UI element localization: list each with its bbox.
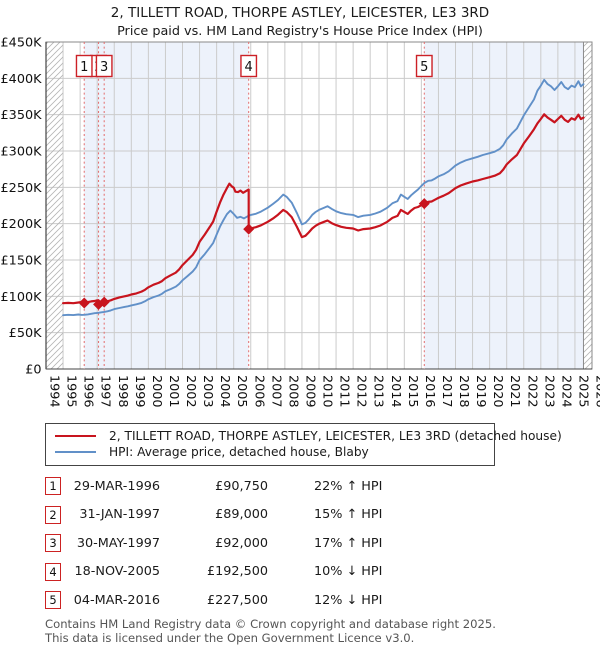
hpi-line [62,78,585,317]
svg-text:2002: 2002 [183,375,198,408]
svg-text:£400K: £400K [1,72,43,87]
svg-text:2022: 2022 [524,375,539,408]
transactions-table: 1 29-MAR-1996 £90,750 22% ↑ HPI 2 31-JAN-1997… [45,477,585,620]
svg-text:2021: 2021 [507,375,522,408]
svg-text:5: 5 [420,60,428,75]
transaction-number-badge: 1 [45,477,61,495]
legend-label-property: 2, TILLETT ROAD, THORPE ASTLEY, LEICESTE… [109,429,562,443]
svg-text:£300K: £300K [1,145,43,160]
svg-text:1997: 1997 [98,375,113,408]
svg-text:2024: 2024 [558,375,573,408]
property-price-line [61,113,585,306]
svg-text:2025: 2025 [575,375,590,408]
svg-text:£0: £0 [25,363,41,378]
legend-item-hpi: HPI: Average price, detached house, Blab… [55,444,494,460]
svg-text:2009: 2009 [302,375,317,408]
svg-text:£350K: £350K [1,108,43,123]
chart-legend: 2, TILLETT ROAD, THORPE ASTLEY, LEICESTE… [45,423,562,466]
svg-text:2006: 2006 [251,375,266,408]
transaction-number-badge: 2 [45,505,61,524]
svg-text:2004: 2004 [217,375,232,408]
legend-label-hpi: HPI: Average price, detached house, Blab… [109,445,369,459]
sale-point-markers [78,198,430,310]
transaction-row: 5 04-MAR-2016 £227,500 12% ↓ HPI [45,591,585,609]
footer-line-1: Contains HM Land Registry data © Crown c… [45,617,496,631]
hpi-line-swatch [55,451,96,453]
svg-text:2016: 2016 [422,375,437,408]
svg-text:1998: 1998 [115,375,130,408]
svg-text:£100K: £100K [1,290,43,305]
transaction-hpi-difference: 15% ↑ HPI [314,507,383,522]
transaction-date: 18-NOV-2005 [74,564,160,579]
license-footer: Contains HM Land Registry data © Crown c… [45,617,496,645]
svg-text:2026: 2026 [593,375,600,408]
svg-text:2008: 2008 [285,375,300,408]
transaction-price: £92,000 [215,535,268,551]
y-axis-labels: £0 £50K £100K £150K £200K £250K £300K £350K £400… [1,36,43,378]
ownership-bands [84,42,584,369]
svg-text:£50K: £50K [9,326,42,341]
transaction-price: £90,750 [215,478,268,494]
svg-text:2013: 2013 [371,375,386,408]
svg-text:2012: 2012 [354,375,369,408]
transaction-hpi-difference: 12% ↓ HPI [314,592,383,608]
svg-text:2000: 2000 [149,375,164,408]
svg-text:2023: 2023 [541,375,556,408]
svg-text:£250K: £250K [1,181,43,196]
transaction-price: £89,000 [215,507,268,522]
x-axis-labels: 1994 1995 1996 1997 1998 1999 2000 2001 2002 2003… [47,375,600,408]
transaction-number-badge: 4 [45,562,61,581]
transaction-number-badge: 5 [45,591,61,609]
svg-text:4: 4 [245,60,253,75]
legend-item-property: 2, TILLETT ROAD, THORPE ASTLEY, LEICESTE… [55,428,562,444]
svg-text:2003: 2003 [200,375,215,408]
svg-text:2019: 2019 [473,375,488,408]
transaction-hpi-difference: 10% ↓ HPI [314,564,383,579]
transaction-row: 3 30-MAY-1997 £92,000 17% ↑ HPI [45,534,585,552]
page-subtitle: Price paid vs. HM Land Registry's House … [117,24,483,39]
svg-text:2014: 2014 [388,375,403,408]
svg-text:3: 3 [100,60,108,75]
svg-text:2018: 2018 [456,375,471,408]
svg-text:2007: 2007 [268,375,283,408]
svg-text:1996: 1996 [81,375,96,408]
transaction-date: 29-MAR-1996 [73,478,160,494]
svg-text:£450K: £450K [1,36,43,51]
svg-text:2005: 2005 [234,375,249,408]
transaction-hpi-difference: 17% ↑ HPI [314,535,383,551]
price-history-line-chart: 21345£0£50K£100K£150K£200K£250K£300K£350… [1,36,600,408]
svg-text:1995: 1995 [64,375,79,408]
transaction-row: 1 29-MAR-1996 £90,750 22% ↑ HPI [45,477,585,495]
svg-text:£150K: £150K [1,254,43,269]
footer-line-2: This data is licensed under the Open Gov… [45,631,415,646]
svg-text:2011: 2011 [337,375,352,408]
sale-number-boxes: 21345 [75,54,433,78]
page-title: 2, TILLETT ROAD, THORPE ASTLEY, LEICESTE… [110,5,490,21]
transaction-date: 31-JAN-1997 [79,507,160,522]
svg-text:1994: 1994 [47,375,62,408]
svg-text:2017: 2017 [439,375,454,408]
svg-text:1: 1 [80,60,88,75]
property-line-swatch [55,435,96,437]
transaction-hpi-difference: 22% ↑ HPI [314,478,383,494]
transaction-price: £192,500 [206,564,268,579]
transaction-row: 4 18-NOV-2005 £192,500 10% ↓ HPI [45,562,585,581]
transaction-row: 2 31-JAN-1997 £89,000 15% ↑ HPI [45,505,585,524]
svg-text:1999: 1999 [132,375,147,408]
svg-text:2010: 2010 [320,375,335,408]
svg-text:2015: 2015 [405,375,420,408]
svg-text:2020: 2020 [490,375,505,408]
svg-text:£200K: £200K [1,217,43,232]
transaction-price: £227,500 [206,592,268,608]
svg-text:2001: 2001 [166,375,181,408]
transaction-date: 30-MAY-1997 [76,535,160,551]
transaction-date: 04-MAR-2016 [73,592,160,608]
transaction-number-badge: 3 [45,534,61,552]
